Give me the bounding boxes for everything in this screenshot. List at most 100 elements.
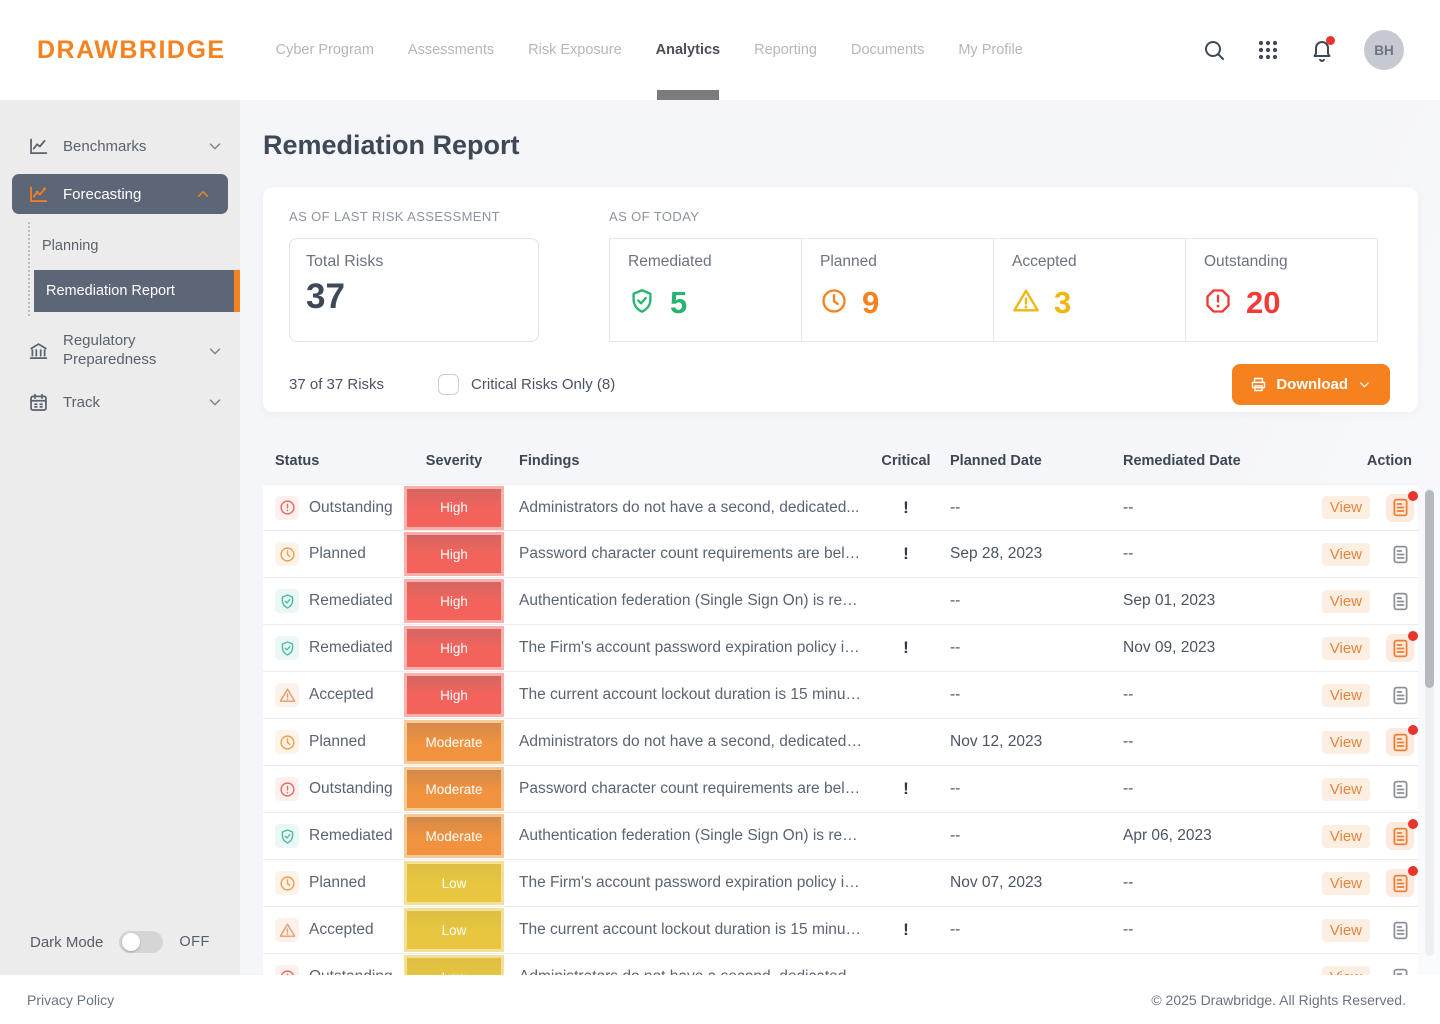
critical-flag: ! [903,779,909,798]
view-link[interactable]: View [1321,777,1370,801]
dark-mode-toggle[interactable] [119,931,164,953]
document-icon[interactable] [1386,866,1418,897]
sidebar: Benchmarks Forecasting Planning Remediat… [0,100,240,975]
summary-card: AS OF LAST RISK ASSESSMENT Total Risks 3… [263,187,1418,412]
status-label: Planned [309,733,366,750]
drawbridge-logo: DRAWBRIDGE [37,35,226,64]
document-icon[interactable] [1386,631,1418,662]
document-icon[interactable] [1386,490,1418,522]
stat-planned-value: 9 [862,285,880,320]
remediated-date: Nov 09, 2023 [1123,639,1216,656]
document-icon[interactable] [1386,681,1414,709]
critical-flag: ! [903,920,909,939]
col-remediated-date: Remediated Date [1123,452,1241,469]
privacy-policy-link[interactable]: Privacy Policy [27,991,115,1008]
critical-risks-checkbox[interactable] [438,374,460,395]
sidebar-item-label: Forecasting [63,185,142,203]
view-link[interactable]: View [1321,636,1370,660]
remediated-date: -- [1123,921,1134,938]
col-planned-date: Planned Date [950,452,1042,469]
nav-reporting[interactable]: Reporting [754,42,817,58]
table-row: Accepted Low The current account lockout… [263,907,1418,954]
sidebar-item-benchmarks[interactable]: Benchmarks [0,124,240,168]
view-link[interactable]: View [1321,496,1370,519]
sidebar-item-label: Regulatory Preparedness [63,332,157,368]
status-label: Accepted [309,921,374,938]
severity-badge: Moderate [404,720,504,764]
document-icon[interactable] [1386,775,1414,803]
sidebar-item-label: Benchmarks [63,137,147,155]
col-status: Status [275,452,320,469]
sidebar-item-planning[interactable]: Planning [42,238,99,254]
severity-badge: Moderate [404,767,504,811]
clock-icon [275,871,299,895]
table-row: Planned Low The Firm's account password … [263,860,1418,907]
view-link[interactable]: View [1321,730,1370,754]
nav-analytics[interactable]: Analytics [656,0,720,100]
page-footer: Privacy Policy © 2025 Drawbridge. All Ri… [0,975,1440,1024]
table-header-row: Status Severity Findings Critical Planne… [263,437,1418,484]
critical-flag: ! [903,638,909,657]
remediated-date: -- [1123,686,1134,703]
document-icon[interactable] [1386,963,1414,975]
remediated-date: -- [1123,968,1291,975]
sidebar-item-regulatory-preparedness[interactable]: Regulatory Preparedness [0,322,240,380]
document-icon[interactable] [1386,819,1418,850]
planned-date: -- [950,639,961,656]
apps-grid-icon[interactable] [1256,38,1280,62]
document-icon[interactable] [1386,725,1418,756]
document-icon[interactable] [1386,916,1414,944]
table-row: Planned High Password character count re… [263,531,1418,578]
status-label: Outstanding [309,780,393,797]
view-link[interactable]: View [1321,824,1370,848]
notifications-bell-icon[interactable] [1310,36,1335,62]
finding-text: Authentication federation (Single Sign O… [519,592,862,609]
view-link[interactable]: View [1321,871,1370,895]
planned-date: Nov 12, 2023 [950,733,1043,750]
shield-check-icon [628,287,656,320]
remediated-date: -- [1123,498,1134,516]
severity-badge: Moderate [404,814,504,858]
user-avatar[interactable]: BH [1364,30,1404,70]
nav-cyber-program[interactable]: Cyber Program [275,42,374,58]
alert-triangle-icon [275,918,299,942]
risk-count-label: 37 of 37 Risks [289,376,385,393]
notification-dot [1326,36,1335,45]
sidebar-item-track[interactable]: Track [0,380,240,424]
sidebar-item-remediation-report[interactable]: Remediation Report [34,270,240,312]
clock-icon [820,287,848,320]
nav-assessments[interactable]: Assessments [407,42,495,58]
document-alert-dot [1408,819,1418,829]
view-link[interactable]: View [1321,965,1370,975]
sidebar-item-forecasting[interactable]: Forecasting [12,174,228,214]
critical-flag: ! [903,497,909,517]
alert-circle-icon [275,495,299,520]
total-risks-value: 37 [306,277,345,316]
shield-check-icon [275,636,299,660]
planned-date: -- [950,780,961,797]
alert-octagon-icon [1204,287,1232,320]
view-link[interactable]: View [1321,589,1370,613]
table-row: Remediated High The Firm's account passw… [263,625,1418,672]
document-alert-dot [1408,490,1418,501]
remediated-date: -- [1123,780,1134,797]
nav-documents[interactable]: Documents [851,42,925,58]
nav-my-profile[interactable]: My Profile [958,42,1023,58]
view-link[interactable]: View [1321,918,1370,942]
remediated-date: -- [1123,733,1134,750]
severity-badge: High [404,532,504,576]
nav-risk-exposure[interactable]: Risk Exposure [528,42,622,58]
status-label: Outstanding [309,498,393,516]
table-row: Outstanding Low Administrators do not ha… [263,954,1418,975]
view-link[interactable]: View [1321,683,1370,707]
search-icon[interactable] [1202,38,1226,62]
status-label: Outstanding [309,968,393,975]
view-link[interactable]: View [1321,542,1370,566]
download-button[interactable]: Download [1232,364,1390,405]
severity-badge: Low [404,861,504,905]
main-content: Remediation Report AS OF LAST RISK ASSES… [240,100,1440,975]
document-icon[interactable] [1386,587,1414,615]
document-icon[interactable] [1386,540,1414,568]
today-section: AS OF TODAY Remediated 5 Planned 9 [609,209,1378,342]
scrollbar-thumb[interactable] [1425,490,1434,688]
